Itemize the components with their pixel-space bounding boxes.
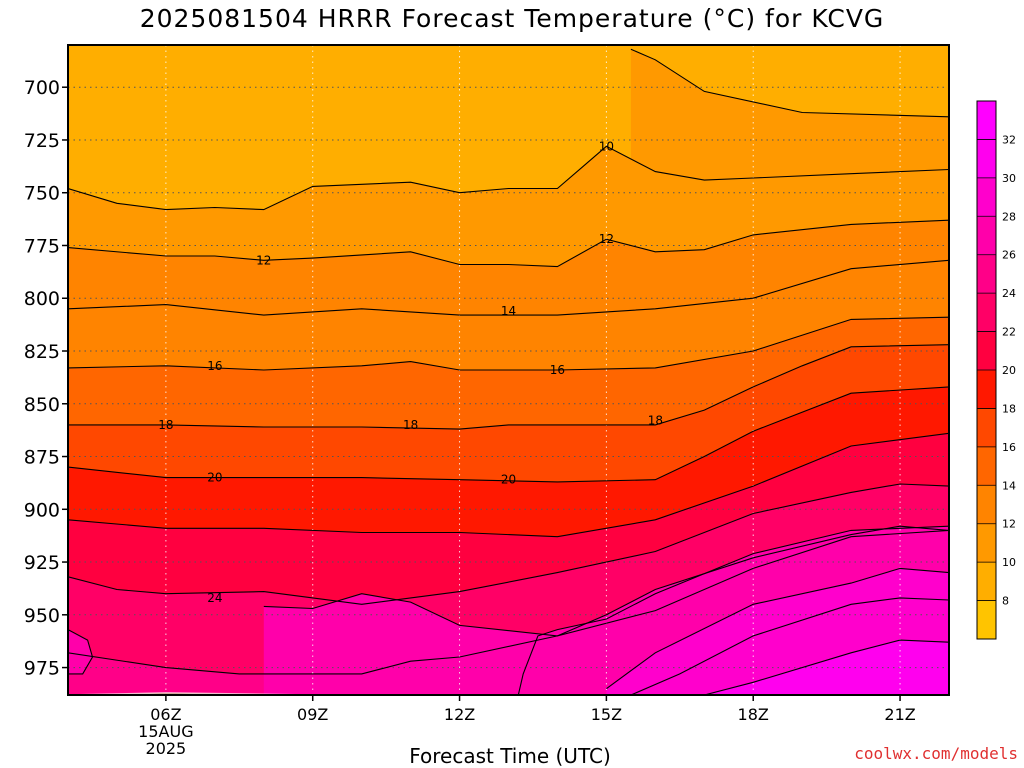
plot-frame <box>67 44 950 696</box>
contour-label-18: 18 <box>403 418 418 432</box>
colorbar-tick-label: 32 <box>1002 133 1016 146</box>
isotherm-line-6 <box>68 386 949 483</box>
y-tick-label: 900 <box>24 499 60 521</box>
colorbar-swatch <box>977 254 996 294</box>
colorbar-swatch <box>977 101 996 140</box>
grid-layer <box>68 45 949 695</box>
isotherm-line-14 <box>704 639 949 695</box>
surface-bubble-line <box>68 629 94 675</box>
x-tick-label: 12Z <box>444 705 475 724</box>
x-tick-label: 21Z <box>884 705 915 724</box>
isotherm-line-0 <box>630 48 949 118</box>
y-tick-label: 950 <box>24 605 60 627</box>
isotherm-line-11 <box>517 525 949 695</box>
y-tick-label: 775 <box>24 235 60 257</box>
y-tick-label: 925 <box>24 552 60 574</box>
colorbar-tick-label: 14 <box>1002 479 1016 492</box>
contour-label-18: 18 <box>648 414 663 428</box>
colorbar-swatch <box>977 370 996 409</box>
x-tick-year: 2025 <box>146 739 187 758</box>
y-tick-label: 975 <box>24 658 60 680</box>
contour-label-24: 24 <box>207 591 222 605</box>
colorbar-tick-label: 24 <box>1002 287 1016 300</box>
colorbar-tick-label: 30 <box>1002 172 1016 185</box>
isotherm-line-1 <box>68 145 949 211</box>
colorbar-swatch <box>977 331 996 371</box>
colorbar-swatch <box>977 523 996 563</box>
colorbar-swatch <box>977 562 996 602</box>
contour-label-14: 14 <box>501 304 516 318</box>
colorbar-tick-label: 20 <box>1002 364 1016 377</box>
isotherm-line-7 <box>68 432 949 538</box>
isotherm-layer <box>68 48 949 695</box>
contour-label-16: 16 <box>207 359 222 373</box>
colorbar-tick-label: 12 <box>1002 518 1016 531</box>
x-axis-label: Forecast Time (UTC) <box>409 744 611 768</box>
isotherm-line-9 <box>68 529 949 675</box>
y-tick-label: 825 <box>24 341 60 363</box>
colorbar-swatch <box>977 177 996 217</box>
isotherm-line-5 <box>68 344 949 430</box>
x-tick-label: 09Z <box>297 705 328 724</box>
contour-label-layer: 10 12 12 14 16 16 18 18 18 20 20 24 <box>158 139 663 605</box>
y-tick-label: 850 <box>24 394 60 416</box>
colorbar-swatch <box>977 293 996 333</box>
colorbar-tick-label: 10 <box>1002 556 1016 569</box>
chart-title: 2025081504 HRRR Forecast Temperature (°C… <box>139 4 885 33</box>
colorbar-tick-label: 28 <box>1002 210 1016 223</box>
x-tick-label: 15Z <box>591 705 622 724</box>
y-tick-label: 750 <box>24 183 60 205</box>
x-tick-label: 06Z <box>150 705 181 724</box>
contour-label-20: 20 <box>501 473 516 487</box>
contour-label-16: 16 <box>550 363 565 377</box>
colorbar-tick-label: 22 <box>1002 326 1016 339</box>
isotherm-line-10 <box>263 525 949 637</box>
isotherm-line-2 <box>68 219 949 268</box>
contour-label-10: 10 <box>599 139 614 153</box>
surface-bubble-fill <box>68 629 93 674</box>
y-tick-label: 800 <box>24 288 60 310</box>
y-axis: 700 725 750 775 800 825 850 875 900 925 950 975 <box>24 77 68 680</box>
colorbar-swatch <box>977 446 996 486</box>
temperature-band-14 <box>704 640 949 695</box>
isotherm-line-12 <box>606 567 949 690</box>
colorbar-tick-label: 16 <box>1002 441 1016 454</box>
colorbar-swatch <box>977 139 996 179</box>
contour-label-12: 12 <box>599 232 614 246</box>
colorbar-tick-label: 18 <box>1002 402 1016 415</box>
contour-label-20: 20 <box>207 471 222 485</box>
colorbar: 8 10 12 14 16 18 20 22 24 26 28 30 32 <box>976 100 1016 640</box>
x-tick-date: 15AUG <box>138 722 193 741</box>
colorbar-swatch <box>977 600 996 640</box>
isotherm-line-3 <box>68 259 949 316</box>
contour-label-18: 18 <box>158 418 173 432</box>
colorbar-swatch <box>977 485 996 525</box>
isotherm-line-4 <box>68 316 949 371</box>
isotherm-line-13 <box>630 597 949 695</box>
ground-edge <box>68 692 339 695</box>
colorbar-tick-label: 8 <box>1002 595 1009 608</box>
y-tick-label: 700 <box>24 77 60 99</box>
colorbar-swatch <box>977 408 996 448</box>
x-tick-label: 18Z <box>738 705 769 724</box>
isotherm-line-8 <box>68 483 949 605</box>
colorbar-tick-label: 26 <box>1002 249 1016 262</box>
y-tick-label: 725 <box>24 130 60 152</box>
credit-text: coolwx.com/models <box>854 744 1018 763</box>
colorbar-swatch <box>977 216 996 256</box>
contour-label-12: 12 <box>256 253 271 267</box>
y-tick-label: 875 <box>24 447 60 469</box>
color-fill-layer <box>68 45 949 695</box>
